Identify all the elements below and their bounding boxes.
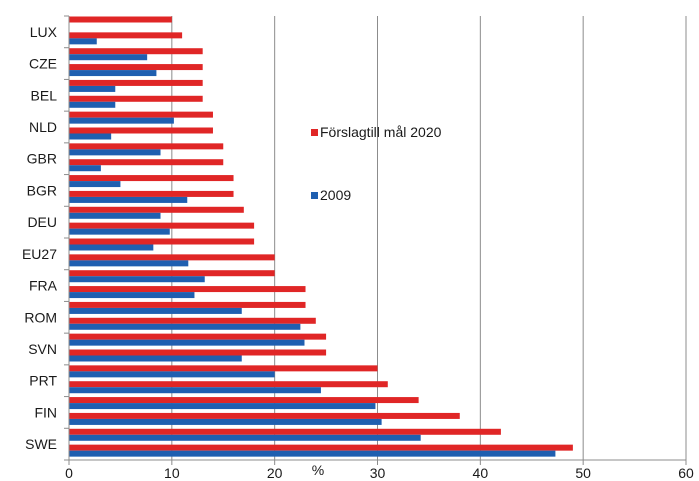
bar-target2020-12 [69,206,244,213]
bar-target2020-1 [69,32,183,39]
bar-2009-3 [69,70,157,77]
bar-target2020-18 [69,301,306,308]
bar-2009-2 [69,54,148,61]
legend-label-2009: 2009 [320,187,351,203]
bar-2009-23 [69,387,321,394]
legend-swatch-target2020 [311,129,318,136]
bar-2009-7 [69,133,112,140]
bar-target2020-8 [69,143,224,150]
bar-2009-20 [69,339,305,346]
x-tick-label-10: 10 [164,465,180,481]
category-label-bel: BEL [31,87,58,103]
bar-target2020-9 [69,159,224,166]
x-tick-label-30: 30 [370,465,386,481]
bar-2009-10 [69,181,121,188]
category-label-cze: CZE [29,56,57,72]
bar-target2020-6 [69,111,213,118]
bar-2009-12 [69,212,161,219]
bar-target2020-25 [69,412,460,419]
bar-2009-16 [69,276,205,283]
bar-target2020-19 [69,317,316,324]
bar-target2020-10 [69,175,234,182]
bar-target2020-21 [69,349,327,356]
bar-target2020-26 [69,428,501,435]
bar-target2020-15 [69,254,275,261]
bar-2009-6 [69,117,174,124]
bar-target2020-5 [69,95,203,102]
bar-target2020-0 [69,16,172,23]
bar-2009-8 [69,149,161,156]
axes [64,15,687,465]
category-label-rom: ROM [24,309,57,325]
x-tick-label-60: 60 [678,465,694,481]
grid-lines [171,16,687,460]
category-label-gbr: GBR [27,151,57,167]
bar-2009-5 [69,101,116,108]
bar-target2020-14 [69,238,255,245]
bar-target2020-22 [69,365,378,372]
legend-swatch-2009 [311,192,318,199]
legend-label-target2020: Förslagtill mål 2020 [320,124,442,140]
bar-target2020-24 [69,397,419,404]
x-tick-label-50: 50 [575,465,591,481]
bar-2009-9 [69,165,101,172]
bar-target2020-11 [69,190,234,197]
bar-2009-21 [69,355,242,362]
bar-target2020-7 [69,127,213,134]
bar-2009-4 [69,85,116,92]
bar-target2020-13 [69,222,255,229]
bar-target2020-2 [69,48,203,55]
x-tick-label-20: 20 [267,465,283,481]
bar-2009-26 [69,434,421,441]
category-label-prt: PRT [29,373,57,389]
bar-2009-14 [69,244,154,251]
bar-2009-13 [69,228,170,235]
category-label-svn: SVN [28,341,57,357]
x-tick-labels: 0 10 20 30 40 50 60 [65,465,694,481]
category-label-bgr: BGR [27,182,57,198]
bar-2009-24 [69,403,376,410]
category-label-swe: SWE [25,436,57,452]
x-tick-label-40: 40 [473,465,489,481]
bar-2009-1 [69,38,97,45]
category-label-deu: DEU [27,214,57,230]
bar-2009-15 [69,260,189,267]
bar-2009-18 [69,307,242,314]
category-label-fin: FIN [34,404,57,420]
category-label-fra: FRA [29,278,58,294]
bar-target2020-3 [69,64,203,71]
bar-2009-25 [69,418,382,425]
x-tick-label-0: 0 [65,465,73,481]
bar-2009-11 [69,196,188,203]
x-axis-unit-label: % [312,462,324,478]
bar-2009-27 [69,450,556,457]
bar-target2020-17 [69,286,306,293]
category-label-lux: LUX [30,24,58,40]
bar-target2020-16 [69,270,275,277]
category-label-nld: NLD [29,119,57,135]
bars [69,16,573,457]
bar-2009-22 [69,371,275,378]
category-label-eu27: EU27 [22,246,57,262]
bar-target2020-4 [69,79,203,86]
bar-target2020-27 [69,444,573,451]
category-labels: LUX CZE BEL NLD GBR BGR DEU EU27 FRA ROM SVN PRT FIN… [22,24,58,452]
bar-2009-17 [69,292,195,299]
legend: Förslagtill mål 2020 2009 [311,124,442,203]
bar-2009-19 [69,323,301,330]
bar-target2020-23 [69,381,388,388]
bar-target2020-20 [69,333,327,340]
